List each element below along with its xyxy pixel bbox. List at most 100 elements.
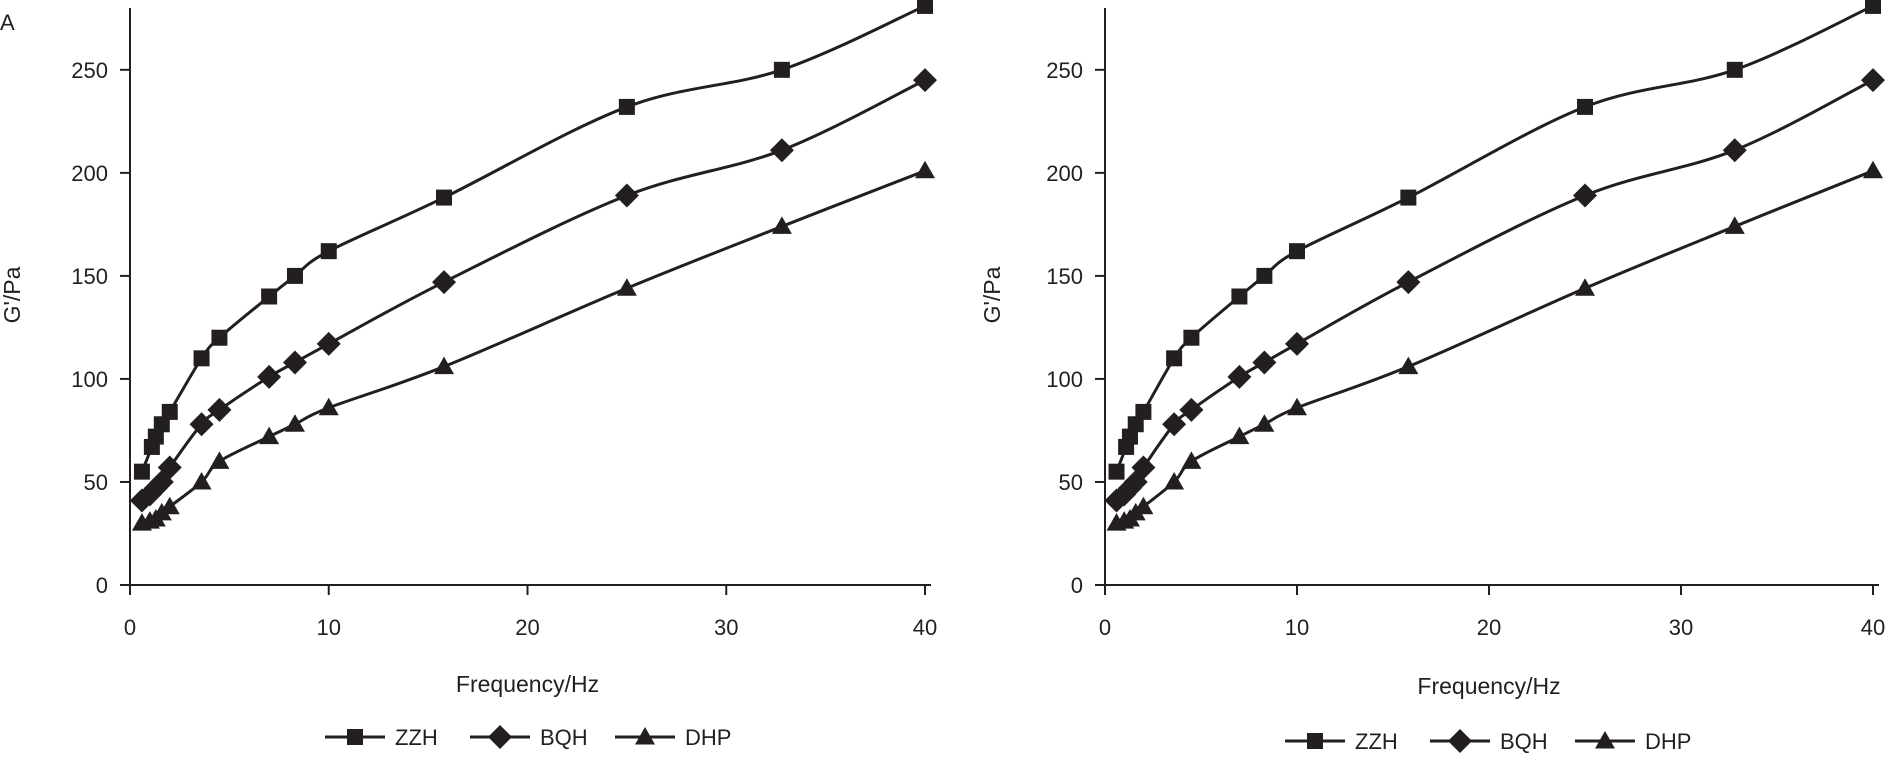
y-tick-label: 200 <box>71 161 108 186</box>
x-tick-label: 10 <box>317 615 341 640</box>
legend-square-marker <box>347 729 363 745</box>
x-tick-label: 30 <box>1669 615 1693 640</box>
x-tick-label: 30 <box>714 615 738 640</box>
zzh-data-point <box>1183 329 1200 346</box>
legend-label: ZZH <box>395 725 438 750</box>
series-dhp <box>131 160 935 531</box>
bqh-data-point <box>1179 397 1204 422</box>
legend-label: DHP <box>685 725 731 750</box>
zzh-data-point <box>773 61 790 78</box>
legend-item-bqh: BQH <box>1430 729 1548 754</box>
x-tick-label: 10 <box>1285 615 1309 640</box>
y-tick-label: 150 <box>71 264 108 289</box>
chart-panel-1: 0 50 100 150 200 250 0 10 20 30 40 Frequency/Hz G'/P… <box>0 0 937 750</box>
bqh-data-point <box>913 68 937 93</box>
dhp-data-point <box>159 496 180 515</box>
legend-item-dhp: DHP <box>1575 729 1691 754</box>
legend-item-zzh: ZZH <box>325 725 438 750</box>
series-zzh <box>1108 0 1881 480</box>
legend: ZZH BQH DHP <box>1285 729 1691 754</box>
zzh-data-point <box>1108 463 1125 480</box>
x-tick-label: 20 <box>1477 615 1501 640</box>
x-axis-label: Frequency/Hz <box>456 671 599 697</box>
bqh-data-point <box>207 397 232 422</box>
zzh-data-point <box>1121 428 1138 445</box>
bqh-data-point <box>432 270 457 295</box>
legend-item-zzh: ZZH <box>1285 729 1398 754</box>
dhp-data-point <box>259 426 280 445</box>
x-tick-label: 0 <box>124 615 136 640</box>
dhp-data-point <box>318 397 339 416</box>
dhp-data-point <box>1287 397 1307 416</box>
chart-panel-2: 0 50 100 150 200 250 0 10 20 30 40 Frequency/Hz G'/P… <box>979 0 1885 754</box>
zzh-data-point <box>1256 267 1273 284</box>
y-tick-label: 100 <box>1046 367 1083 392</box>
zzh-data-point <box>1231 288 1248 305</box>
y-tick-label: 0 <box>1071 573 1083 598</box>
bqh-data-point <box>1573 183 1597 208</box>
legend-triangle-marker <box>1595 731 1615 749</box>
bqh-data-point <box>1162 412 1187 437</box>
dhp-data-point <box>915 160 935 179</box>
panel-label: A <box>0 10 15 35</box>
zzh-data-point <box>1135 403 1152 420</box>
dhp-data-point <box>1398 356 1419 375</box>
series-line <box>1116 169 1874 525</box>
series-zzh <box>133 0 933 480</box>
y-tick-label: 250 <box>1046 58 1083 83</box>
y-tick-label: 50 <box>1059 470 1083 495</box>
zzh-data-point <box>1865 0 1881 14</box>
zzh-data-point <box>1127 416 1144 433</box>
dhp-data-point <box>1724 216 1745 234</box>
series-dhp <box>1106 160 1883 531</box>
legend-label: BQH <box>540 725 588 750</box>
x-axis-label: Frequency/Hz <box>1417 673 1560 699</box>
series-bqh <box>1104 68 1885 513</box>
legend-item-bqh: BQH <box>470 725 588 750</box>
y-tick-label: 50 <box>84 470 108 495</box>
zzh-data-point <box>1577 98 1593 115</box>
dhp-data-point <box>434 356 455 375</box>
legend-triangle-marker <box>635 727 655 745</box>
zzh-data-point <box>320 243 337 260</box>
legend-label: ZZH <box>1355 729 1398 754</box>
legend-item-dhp: DHP <box>615 725 731 750</box>
legend-label: BQH <box>1500 729 1548 754</box>
legend-label: DHP <box>1645 729 1691 754</box>
bqh-data-point <box>1722 138 1747 163</box>
zzh-data-point <box>147 428 164 445</box>
zzh-data-point <box>286 267 303 284</box>
dhp-data-point <box>1164 471 1185 490</box>
legend: ZZH BQH DHP <box>325 725 731 750</box>
dhp-data-point <box>1133 496 1154 515</box>
dhp-data-point <box>1863 160 1883 179</box>
zzh-data-point <box>1166 350 1183 367</box>
bqh-data-point <box>282 350 307 375</box>
dhp-data-point <box>1181 451 1202 469</box>
dhp-data-point <box>209 451 230 469</box>
series-line <box>1115 78 1874 502</box>
dhp-data-point <box>1229 426 1250 445</box>
y-tick-label: 100 <box>71 367 108 392</box>
bqh-data-point <box>316 331 341 356</box>
zzh-data-point <box>133 463 150 480</box>
legend-diamond-marker <box>1448 729 1472 753</box>
x-tick-label: 40 <box>1861 615 1885 640</box>
bqh-data-point <box>1396 270 1421 295</box>
series-line <box>141 78 926 502</box>
bqh-data-point <box>1861 68 1885 93</box>
bqh-data-point <box>257 364 282 389</box>
zzh-data-point <box>436 189 453 206</box>
series-bqh <box>129 68 937 513</box>
y-axis-label: G'/Pa <box>979 266 1005 323</box>
x-tick-label: 20 <box>515 615 539 640</box>
y-tick-label: 150 <box>1046 264 1083 289</box>
bqh-data-point <box>1252 350 1277 375</box>
zzh-data-point <box>193 350 210 367</box>
legend-square-marker <box>1307 733 1323 749</box>
y-axis-label: G'/Pa <box>0 266 25 323</box>
y-tick-label: 0 <box>96 573 108 598</box>
bqh-data-point <box>769 138 794 163</box>
bqh-data-point <box>189 412 214 437</box>
